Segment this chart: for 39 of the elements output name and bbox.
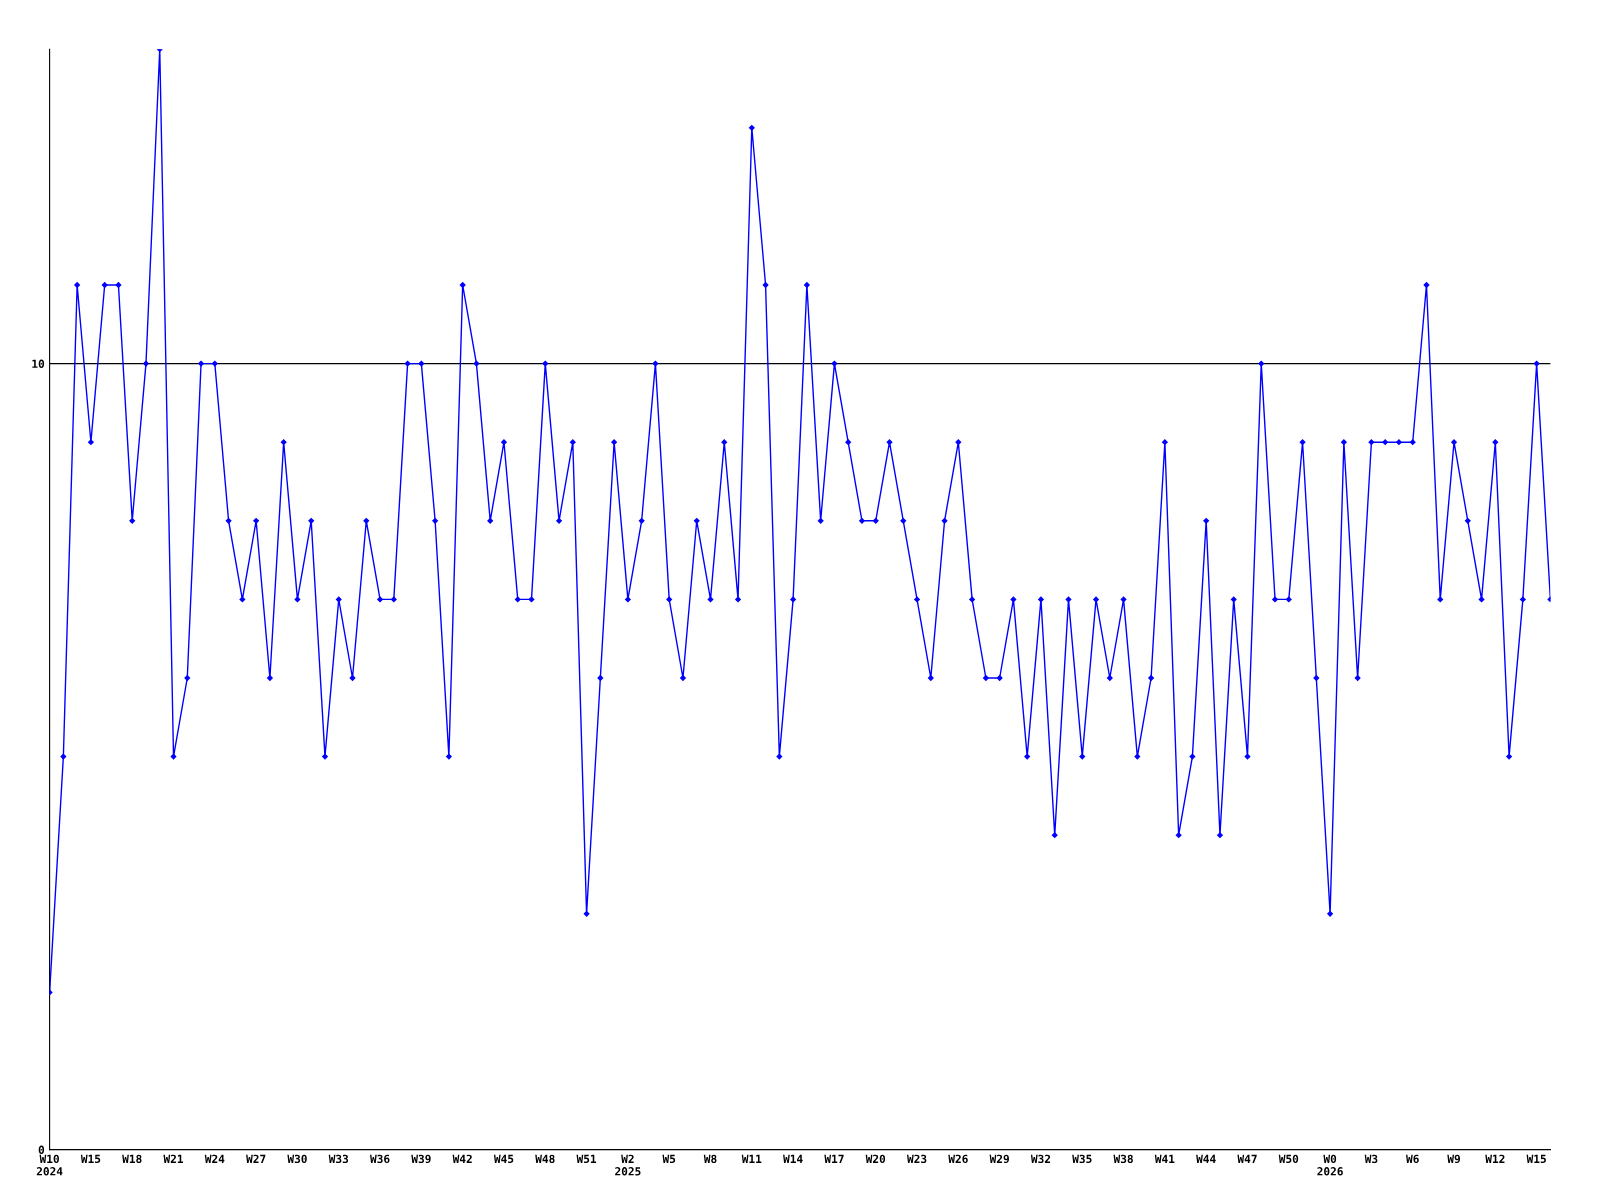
x-tick-label: W35 <box>1072 1154 1092 1164</box>
x-tick-label: W21 <box>163 1154 184 1163</box>
x-tick-label: W45 <box>493 1154 514 1164</box>
x-tick-label: W50 <box>1278 1154 1299 1164</box>
x-tick-label: W44 <box>1196 1154 1216 1163</box>
x-tick-label: W38 <box>1113 1154 1133 1164</box>
x-tick-label: W11 <box>741 1154 762 1163</box>
x-tick-label: W27 <box>246 1154 266 1163</box>
x-tick-label: W20 <box>865 1154 886 1164</box>
x-tick-label: W0 2026 <box>1317 1154 1343 1176</box>
x-tick-label: W33 <box>328 1154 349 1164</box>
x-tick-label: W18 <box>122 1154 142 1164</box>
x-tick-label: W36 <box>370 1154 390 1164</box>
x-tick-label: W3 <box>1364 1154 1378 1164</box>
x-tick-label: W39 <box>411 1154 431 1164</box>
x-tick-label: W15 <box>1526 1154 1546 1164</box>
x-tick-label: W42 <box>452 1154 472 1163</box>
x-tick-label: W30 <box>287 1154 307 1164</box>
x-tick-label: W24 <box>204 1154 225 1163</box>
x-tick-label: W17 <box>824 1154 844 1163</box>
x-tick-label: W14 <box>783 1154 803 1163</box>
x-tick-label: W51 <box>576 1154 597 1164</box>
x-tick-label: W26 <box>948 1154 968 1164</box>
x-tick-label: W29 <box>989 1154 1009 1164</box>
x-tick-label: W32 <box>1030 1154 1051 1164</box>
x-tick-label: W15 <box>80 1154 101 1164</box>
x-tick-label: W47 <box>1237 1154 1257 1163</box>
y-tick-label: 0 <box>38 1145 45 1154</box>
x-tick-label: W8 <box>703 1154 717 1164</box>
x-tick-label: W6 <box>1406 1154 1419 1164</box>
x-tick-label: W23 <box>907 1154 927 1164</box>
x-tick-label: W5 <box>662 1154 676 1164</box>
x-tick-label: W10 2024 <box>36 1154 63 1176</box>
x-tick-label: W48 <box>535 1154 555 1164</box>
x-tick-label: W9 <box>1447 1154 1460 1164</box>
x-tick-label: W12 <box>1485 1154 1505 1163</box>
y-tick-label: 10 <box>32 359 45 368</box>
x-tick-label: W41 <box>1154 1154 1175 1163</box>
x-tick-label: W2 2025 <box>615 1154 641 1176</box>
